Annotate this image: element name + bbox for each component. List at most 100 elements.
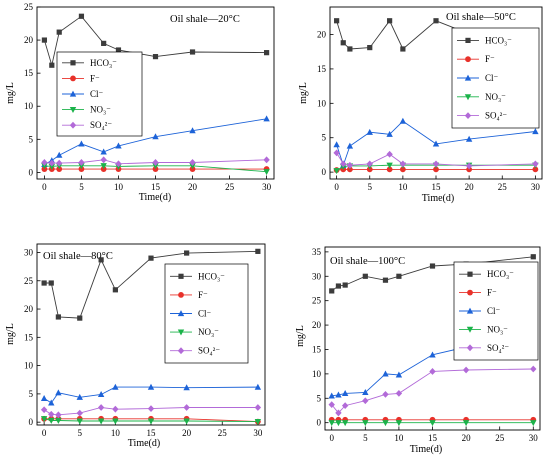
data-point bbox=[41, 37, 48, 43]
x-tick-label: 0 bbox=[42, 428, 47, 438]
legend: HCO₃⁻ F⁻ Cl⁻ NO₃⁻ SO₄²⁻ bbox=[453, 261, 539, 361]
y-tick-label: 30 bbox=[24, 247, 34, 257]
data-point bbox=[340, 160, 347, 168]
panel-title: Oil shale—20°C bbox=[170, 14, 240, 25]
data-point bbox=[183, 384, 190, 391]
legend-marker bbox=[70, 75, 76, 82]
data-point bbox=[335, 420, 342, 427]
data-point bbox=[48, 280, 54, 286]
y-tick-label: 5 bbox=[29, 389, 34, 399]
series-4 bbox=[328, 365, 537, 417]
x-tick-label: 25 bbox=[498, 182, 508, 192]
data-point bbox=[55, 417, 62, 424]
data-point bbox=[399, 117, 407, 124]
data-point bbox=[465, 162, 473, 170]
data-point bbox=[400, 46, 406, 52]
legend-marker bbox=[466, 344, 474, 352]
data-point bbox=[56, 151, 63, 158]
y-tick-label: 35 bbox=[312, 247, 322, 257]
data-point bbox=[328, 392, 335, 399]
data-point bbox=[189, 49, 196, 55]
legend-marker bbox=[466, 307, 474, 314]
data-point bbox=[333, 149, 340, 157]
data-point bbox=[112, 383, 119, 390]
data-point bbox=[55, 389, 62, 396]
data-point bbox=[465, 135, 473, 142]
data-point bbox=[115, 142, 122, 149]
data-point bbox=[387, 18, 393, 24]
data-point bbox=[382, 390, 389, 398]
data-point bbox=[152, 163, 159, 170]
data-point bbox=[466, 166, 473, 173]
legend-marker bbox=[177, 310, 185, 317]
series-4 bbox=[40, 404, 262, 419]
series-line bbox=[331, 368, 534, 414]
legend-marker bbox=[467, 271, 473, 277]
panel-title: Oil shale—80°C bbox=[43, 251, 113, 262]
legend-marker bbox=[177, 347, 185, 355]
data-point bbox=[433, 18, 439, 24]
legend-label: F⁻ bbox=[198, 290, 208, 300]
data-point bbox=[382, 277, 389, 283]
data-point bbox=[432, 160, 440, 168]
y-tick-label: 15 bbox=[24, 68, 34, 78]
data-point bbox=[429, 420, 436, 427]
y-axis-title: mg/L bbox=[298, 82, 309, 104]
data-point bbox=[341, 402, 349, 409]
legend-marker bbox=[466, 326, 474, 333]
data-point bbox=[112, 405, 119, 413]
data-point bbox=[328, 420, 335, 427]
y-tick-label: 10 bbox=[312, 369, 322, 379]
legend-marker bbox=[69, 121, 77, 129]
data-point bbox=[98, 257, 104, 263]
series-4 bbox=[41, 156, 270, 168]
legend-label: F⁻ bbox=[485, 54, 495, 64]
data-point bbox=[254, 404, 262, 411]
data-point bbox=[395, 390, 403, 397]
data-point bbox=[40, 416, 48, 423]
data-point bbox=[48, 399, 55, 406]
y-axis-title: mg/L bbox=[5, 82, 16, 104]
data-point bbox=[56, 29, 62, 35]
x-tick-label: 30 bbox=[253, 428, 263, 438]
data-point bbox=[335, 283, 342, 289]
data-point bbox=[347, 46, 353, 52]
data-point bbox=[333, 168, 340, 175]
chart-panel-3: 0 5 10 15 20 25 30 0 5 10 15 20 25 30 Time(d) mg/L Oil s… bbox=[5, 243, 266, 449]
legend-marker bbox=[465, 56, 471, 63]
data-point bbox=[395, 420, 403, 427]
data-point bbox=[335, 409, 342, 417]
legend-marker bbox=[178, 273, 184, 279]
data-point bbox=[152, 159, 159, 166]
legend-label: F⁻ bbox=[90, 73, 100, 83]
x-tick-label: 15 bbox=[147, 428, 157, 438]
data-point bbox=[183, 404, 190, 411]
data-point bbox=[333, 141, 340, 148]
data-point bbox=[184, 250, 190, 256]
y-tick-label: 20 bbox=[24, 35, 34, 45]
data-point bbox=[362, 420, 369, 427]
legend-label: HCO₃⁻ bbox=[90, 58, 117, 68]
panel-title: Oil shale—100°C bbox=[330, 256, 405, 267]
x-axis-title: Time(d) bbox=[422, 193, 454, 204]
legend: HCO₃⁻ F⁻ Cl⁻ NO₃⁻ SO₄²⁻ bbox=[164, 263, 249, 364]
data-point bbox=[189, 163, 196, 170]
data-point bbox=[76, 409, 83, 417]
x-tick-label: 5 bbox=[78, 428, 83, 438]
y-tick-label: 10 bbox=[24, 361, 34, 371]
data-point bbox=[382, 420, 389, 427]
legend-marker bbox=[464, 94, 472, 101]
data-point bbox=[254, 419, 262, 426]
x-tick-label: 30 bbox=[529, 433, 539, 443]
legend-label: SO₄²⁻ bbox=[487, 343, 509, 353]
x-tick-label: 20 bbox=[182, 428, 192, 438]
series-2 bbox=[40, 383, 262, 406]
data-point bbox=[49, 62, 55, 68]
x-tick-label: 20 bbox=[465, 182, 475, 192]
legend-marker bbox=[177, 329, 185, 336]
data-point bbox=[101, 40, 107, 46]
data-point bbox=[530, 420, 537, 427]
y-tick-label: 30 bbox=[312, 271, 322, 281]
